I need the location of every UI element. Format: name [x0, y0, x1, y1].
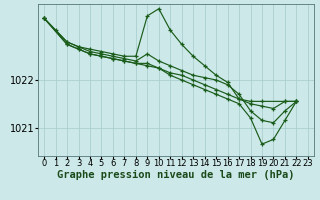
X-axis label: Graphe pression niveau de la mer (hPa): Graphe pression niveau de la mer (hPa): [57, 170, 295, 180]
